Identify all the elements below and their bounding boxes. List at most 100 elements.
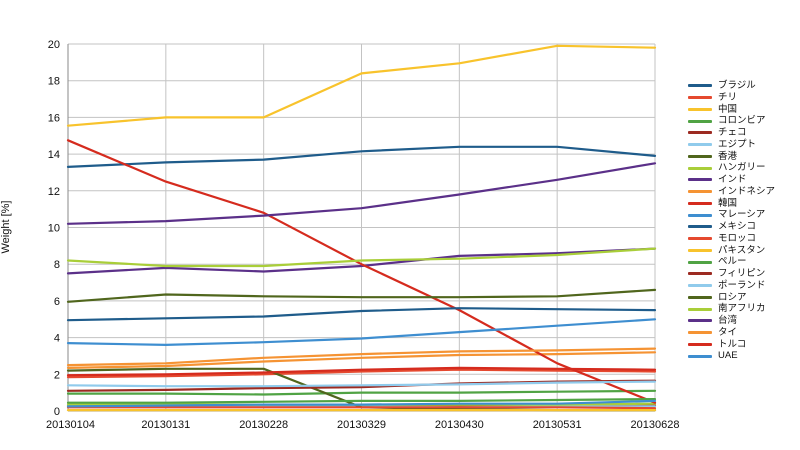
series-line-トルコ bbox=[66, 366, 657, 377]
x-tick-label: 20130131 bbox=[141, 419, 190, 431]
legend-item: チリ bbox=[688, 92, 775, 104]
x-tick-label: 20130430 bbox=[435, 419, 484, 431]
legend-swatch bbox=[688, 284, 712, 288]
legend-item: トルコ bbox=[688, 339, 775, 351]
x-tick-label: 20130628 bbox=[631, 419, 680, 431]
legend-label: モロッコ bbox=[718, 232, 757, 244]
series-line-タイ bbox=[66, 347, 657, 367]
series-line-チリ bbox=[66, 368, 657, 379]
legend-item: 中国 bbox=[688, 104, 775, 116]
series-line-モロッコ bbox=[66, 406, 657, 410]
y-tick-label: 20 bbox=[48, 39, 60, 51]
legend-item: 香港 bbox=[688, 151, 775, 163]
legend-label: ロシア bbox=[718, 291, 747, 303]
legend-item: 南アフリカ bbox=[688, 303, 775, 315]
legend-item: モロッコ bbox=[688, 233, 775, 245]
series-line-ペルー bbox=[66, 398, 657, 404]
legend-swatch bbox=[688, 213, 712, 217]
legend-swatch bbox=[688, 178, 712, 182]
legend-swatch bbox=[688, 119, 712, 123]
series-line-UAE bbox=[66, 399, 657, 408]
series-line-インド bbox=[66, 247, 657, 275]
legend-label: チリ bbox=[718, 91, 738, 103]
y-tick-label: 4 bbox=[54, 333, 60, 345]
legend-label: インドネシア bbox=[718, 185, 776, 197]
legend-label: ブラジル bbox=[718, 80, 756, 92]
legend-item: インド bbox=[688, 174, 775, 186]
legend-item: フィリピン bbox=[688, 268, 775, 280]
legend-item: インドネシア bbox=[688, 186, 775, 198]
legend-item: エジプト bbox=[688, 139, 775, 151]
legend-item: タイ bbox=[688, 327, 775, 339]
series-line-マレーシア bbox=[66, 318, 657, 346]
legend-item: ハンガリー bbox=[688, 162, 775, 174]
y-tick-label: 12 bbox=[48, 186, 60, 198]
legend-item: チェコ bbox=[688, 127, 775, 139]
legend-label: フィリピン bbox=[718, 268, 766, 280]
x-tick-label: 20130228 bbox=[239, 419, 288, 431]
legend-item: 韓国 bbox=[688, 198, 775, 210]
legend-item: ポーランド bbox=[688, 280, 775, 292]
legend-label: パキスタン bbox=[718, 244, 766, 256]
legend-label: ポーランド bbox=[718, 279, 766, 291]
legend-label: ハンガリー bbox=[718, 162, 766, 174]
legend-swatch bbox=[688, 307, 712, 311]
y-tick-label: 6 bbox=[54, 296, 60, 308]
y-axis-label: Weight [%] bbox=[0, 200, 12, 254]
legend-label: トルコ bbox=[718, 338, 747, 350]
legend-item: ペルー bbox=[688, 256, 775, 268]
y-tick-label: 0 bbox=[54, 406, 60, 418]
legend-label: 中国 bbox=[718, 103, 738, 115]
legend-swatch bbox=[688, 154, 712, 158]
y-tick-label: 18 bbox=[48, 76, 60, 88]
legend-label: インド bbox=[718, 174, 747, 186]
legend-item: コロンビア bbox=[688, 115, 775, 127]
legend-swatch bbox=[688, 225, 712, 229]
x-tick-label: 20130329 bbox=[337, 419, 386, 431]
legend-label: ペルー bbox=[718, 256, 747, 268]
legend-swatch bbox=[688, 260, 712, 264]
legend-swatch bbox=[688, 237, 712, 241]
legend-label: 香港 bbox=[718, 150, 738, 162]
legend-item: ブラジル bbox=[688, 80, 775, 92]
series-line-ポーランド bbox=[66, 380, 657, 388]
legend-item: 台湾 bbox=[688, 315, 775, 327]
legend-swatch bbox=[688, 107, 712, 111]
series-line-韓国 bbox=[66, 139, 657, 404]
legend-label: 韓国 bbox=[718, 197, 738, 209]
legend-label: エジプト bbox=[718, 138, 757, 150]
y-tick-label: 14 bbox=[48, 149, 60, 161]
legend-label: メキシコ bbox=[718, 221, 757, 233]
legend-swatch bbox=[688, 272, 712, 276]
legend-label: マレーシア bbox=[718, 209, 766, 221]
legend-item: パキスタン bbox=[688, 245, 775, 257]
legend-swatch bbox=[688, 84, 712, 88]
legend: ブラジル チリ 中国 コロンビア チェコ エジプト 香港 ハンガリー インド インドネシア 韓国 マレ… bbox=[688, 80, 775, 362]
legend-swatch bbox=[688, 166, 712, 170]
legend-label: コロンビア bbox=[718, 115, 766, 127]
legend-label: 南アフリカ bbox=[718, 303, 766, 315]
y-tick-label: 16 bbox=[48, 112, 60, 124]
y-tick-label: 2 bbox=[54, 369, 60, 381]
legend-swatch bbox=[688, 96, 712, 100]
legend-item: ロシア bbox=[688, 292, 775, 304]
series-line-メキシコ bbox=[66, 307, 657, 322]
legend-swatch bbox=[688, 201, 712, 205]
legend-item: UAE bbox=[688, 350, 775, 362]
legend-swatch bbox=[688, 319, 712, 323]
legend-swatch bbox=[688, 248, 712, 252]
series-line-中国 bbox=[66, 44, 657, 127]
legend-label: タイ bbox=[718, 326, 738, 338]
series-line-台湾 bbox=[66, 162, 657, 225]
legend-swatch bbox=[688, 295, 712, 299]
legend-swatch bbox=[688, 331, 712, 335]
legend-swatch bbox=[688, 190, 712, 194]
legend-swatch bbox=[688, 131, 712, 135]
y-tick-label: 10 bbox=[48, 223, 60, 235]
series-line-ブラジル bbox=[66, 145, 657, 168]
legend-item: メキシコ bbox=[688, 221, 775, 233]
legend-swatch bbox=[688, 354, 712, 358]
x-tick-label: 20130104 bbox=[46, 419, 95, 431]
legend-swatch bbox=[688, 342, 712, 346]
